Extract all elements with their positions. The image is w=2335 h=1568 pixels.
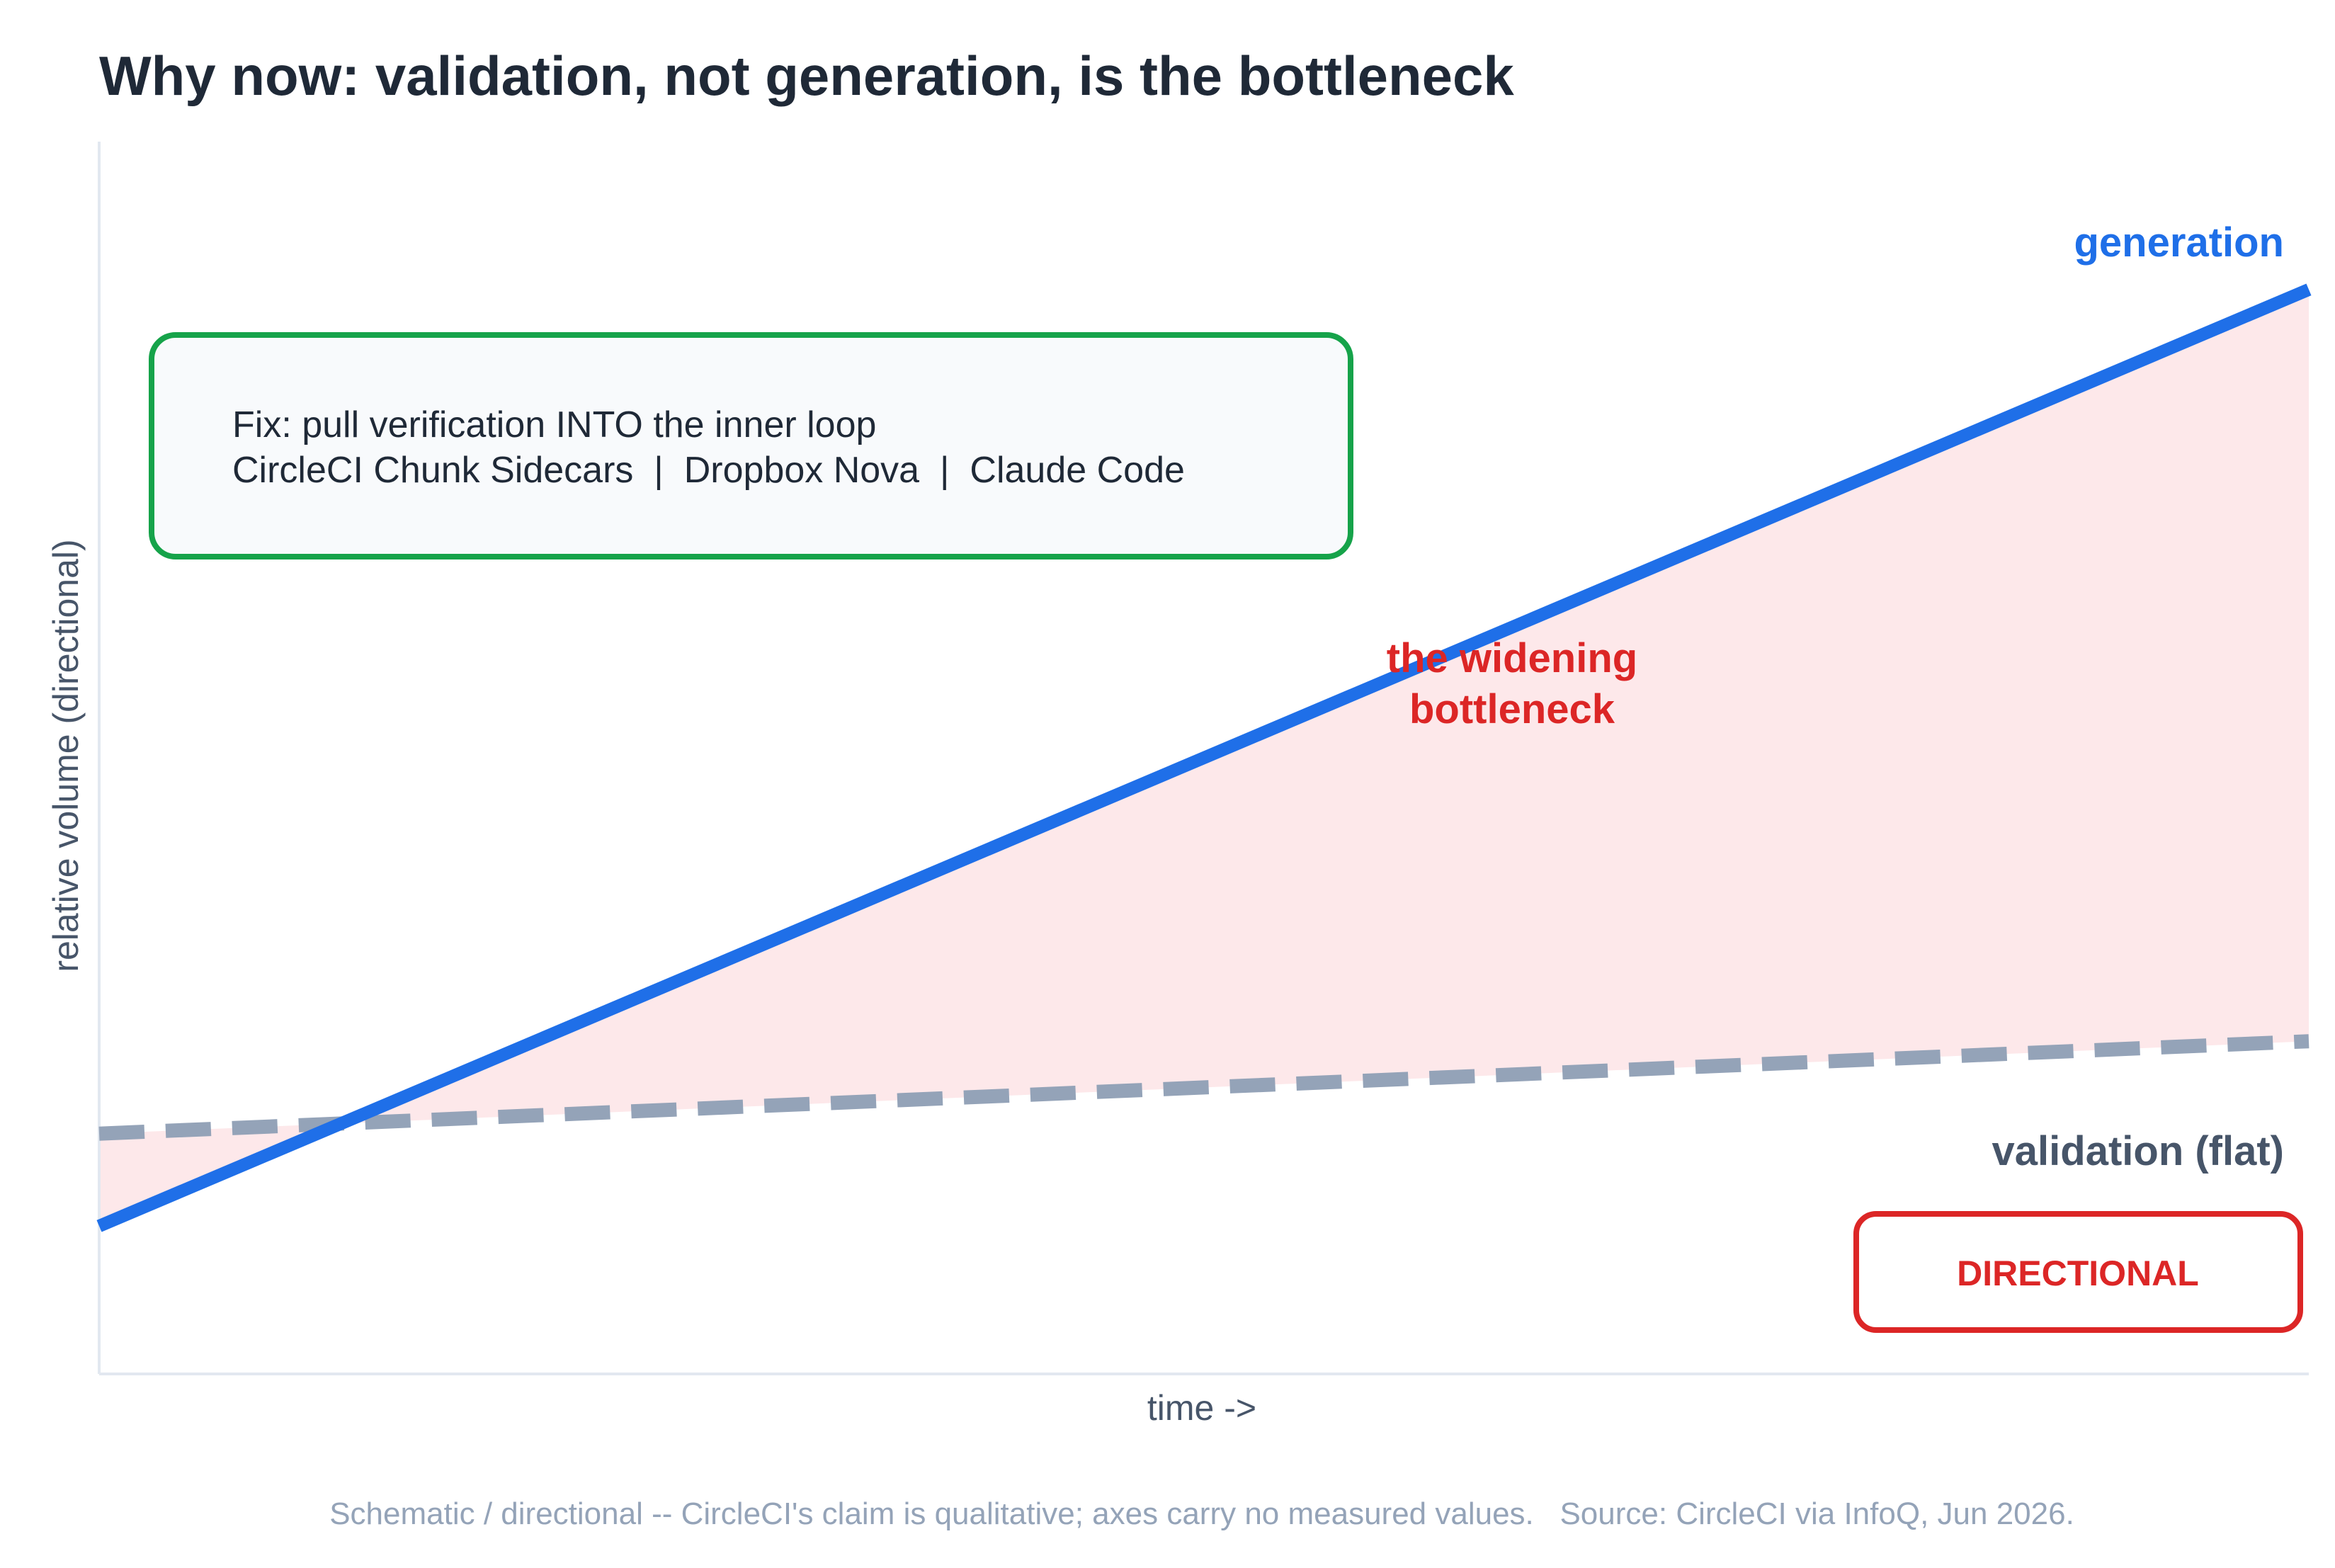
validation-series-label: validation (flat) xyxy=(1992,1128,2284,1174)
directional-badge-label: DIRECTIONAL xyxy=(1957,1254,2199,1293)
directional-badge-box xyxy=(1853,1211,2303,1333)
chart-footnote: Schematic / directional -- CircleCI's cl… xyxy=(329,1496,2074,1531)
bottleneck-label-line-2: bottleneck xyxy=(1409,686,1615,732)
chart-title: Why now: validation, not generation, is … xyxy=(99,45,1514,107)
fix-callout-line-1: Fix: pull verification INTO the inner lo… xyxy=(232,404,876,445)
generation-series-line xyxy=(96,283,2312,1232)
bottleneck-label-line-1: the widening xyxy=(1387,635,1637,681)
fix-callout-line-2: CircleCI Chunk Sidecars | Dropbox Nova |… xyxy=(232,450,1185,491)
generation-series-label: generation xyxy=(2074,220,2285,266)
y-axis-label: relative volume (directional) xyxy=(46,539,86,972)
x-axis-label: time -> xyxy=(1147,1388,1256,1428)
fix-callout-box xyxy=(149,332,1353,559)
validation-series-line xyxy=(98,1034,2310,1141)
